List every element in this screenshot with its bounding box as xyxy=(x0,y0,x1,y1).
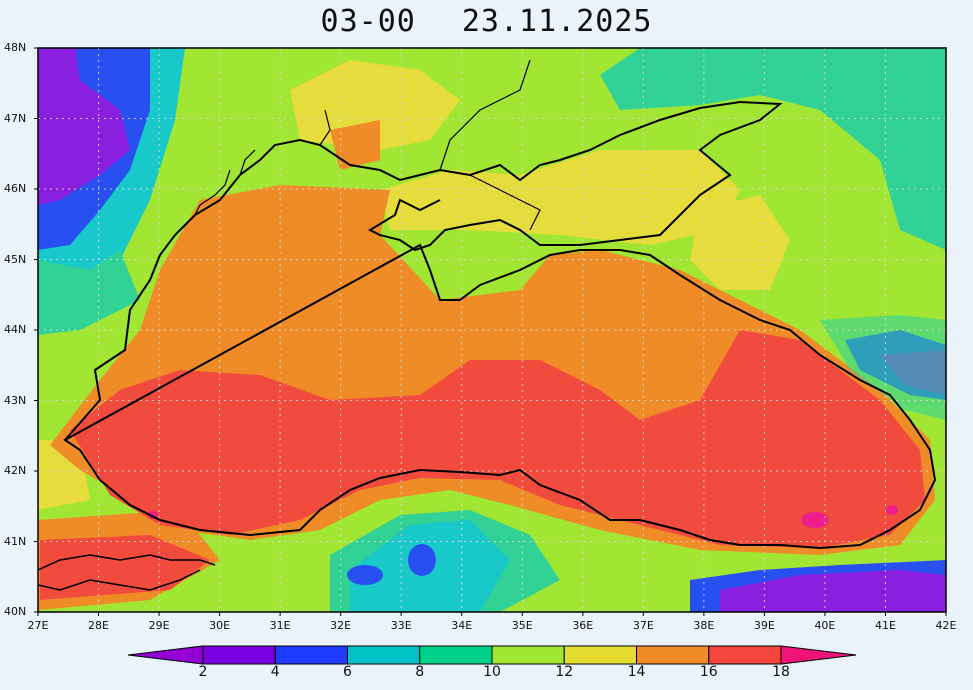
field-green-east xyxy=(820,315,946,420)
colorbar-bin xyxy=(419,645,493,665)
temperature-field xyxy=(38,48,946,612)
colorbar-tick-label: 8 xyxy=(415,664,425,680)
lon-label: 38E xyxy=(693,619,715,632)
lon-label: 31E xyxy=(269,619,291,632)
colorbar-tick-label: 16 xyxy=(699,664,718,680)
colorbar-max-arrow xyxy=(780,645,857,665)
colorbar-bin xyxy=(636,645,710,665)
colorbar-tick-label: 18 xyxy=(772,664,790,680)
lon-label: 29E xyxy=(148,619,170,632)
map-title: 03-00 23.11.2025 xyxy=(0,4,973,44)
lat-label: 41N xyxy=(4,534,27,548)
colorbar-bin xyxy=(563,645,637,665)
lon-label: 39E xyxy=(753,619,775,632)
colorbar-tick-label: 6 xyxy=(343,664,352,680)
lat-label: 42N xyxy=(4,464,27,477)
field-blue-spot-1 xyxy=(347,565,383,585)
lon-label: 36E xyxy=(572,619,594,632)
lon-label: 42E xyxy=(935,619,957,632)
colorbar-min-arrow xyxy=(127,645,204,665)
field-blue-spot-2 xyxy=(408,544,436,576)
lon-label: 32E xyxy=(330,619,352,632)
field-yellow-north xyxy=(290,60,460,150)
field-purple-se xyxy=(720,570,946,612)
colorbar-bin xyxy=(274,645,348,665)
lat-label: 43N xyxy=(4,393,27,407)
lon-label: 40E xyxy=(814,619,836,632)
coastline xyxy=(63,100,937,550)
lon-label: 37E xyxy=(632,619,654,632)
colorbar-bin xyxy=(202,645,276,665)
field-magenta-spot-1 xyxy=(801,512,829,528)
field-yellow-east xyxy=(690,195,790,290)
lon-label: 30E xyxy=(209,619,231,632)
colorbar-bin xyxy=(347,645,421,665)
lon-label: 41E xyxy=(874,619,896,632)
lat-label: 47N xyxy=(4,111,27,125)
colorbar-tick-label: 12 xyxy=(555,664,574,680)
colorbar-tick-label: 14 xyxy=(627,664,646,680)
field-green-ne xyxy=(600,48,946,250)
colorbar-tick-label: 4 xyxy=(270,664,280,680)
lon-label: 33E xyxy=(390,619,412,632)
colorbar-tick-label: 10 xyxy=(483,664,501,680)
lon-label: 28E xyxy=(88,619,109,632)
field-red-sea xyxy=(70,330,925,548)
lat-label: 45N xyxy=(4,252,27,266)
lon-ticks xyxy=(37,612,947,616)
forecast-step: 03-00 xyxy=(320,4,416,39)
colorbar-bin xyxy=(708,645,782,665)
coastline-bosphorus xyxy=(38,554,216,591)
lon-label: 35E xyxy=(511,619,533,632)
lat-label: 48N xyxy=(4,41,27,54)
coastline-northwest-rivers xyxy=(194,59,541,231)
lat-label: 46N xyxy=(4,182,27,195)
field-yellow-azov xyxy=(380,150,740,245)
field-green-west xyxy=(38,250,140,335)
lon-label: 34E xyxy=(451,619,473,632)
lat-ticks xyxy=(34,47,38,613)
field-purple-west xyxy=(38,48,130,205)
field-orange-nw xyxy=(330,120,380,170)
colorbar-tick-label: 2 xyxy=(198,664,208,680)
field-magenta-spot-2 xyxy=(886,505,898,515)
lon-label: 27E xyxy=(27,619,49,632)
grid-lines xyxy=(38,48,946,612)
lat-label: 44N xyxy=(4,323,27,336)
forecast-date: 23.11.2025 xyxy=(461,4,653,39)
lat-label: 40N xyxy=(4,605,27,618)
colorbar xyxy=(127,645,857,665)
colorbar-bin xyxy=(491,645,565,665)
